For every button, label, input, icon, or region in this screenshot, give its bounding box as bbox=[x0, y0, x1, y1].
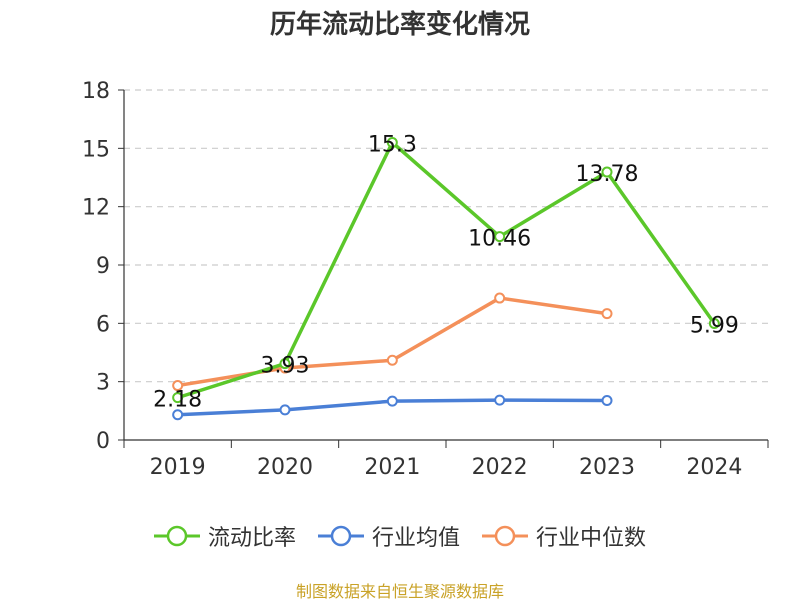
x-tick-label: 2021 bbox=[364, 455, 420, 480]
series-line bbox=[177, 140, 716, 400]
legend-label: 行业中位数 bbox=[536, 526, 647, 551]
data-label: 5.99 bbox=[690, 314, 739, 339]
source-note: 制图数据来自恒生聚源数据库 bbox=[295, 582, 504, 601]
data-label: 3.93 bbox=[261, 354, 310, 379]
data-label: 10.46 bbox=[468, 227, 531, 252]
y-tick-label: 12 bbox=[82, 196, 110, 221]
y-tick-label: 15 bbox=[82, 137, 110, 162]
y-tick-label: 3 bbox=[96, 371, 110, 396]
data-label: 15.3 bbox=[368, 133, 417, 158]
data-point bbox=[279, 404, 291, 416]
data-label: 2.18 bbox=[153, 388, 202, 413]
legend-label: 行业均值 bbox=[371, 526, 460, 551]
data-point bbox=[494, 292, 506, 304]
data-point bbox=[601, 395, 613, 407]
data-point bbox=[279, 358, 291, 370]
x-tick-label: 2019 bbox=[150, 455, 206, 480]
data-point bbox=[708, 318, 720, 330]
x-tick-label: 2022 bbox=[472, 455, 528, 480]
data-point bbox=[601, 166, 613, 178]
legend-swatch bbox=[317, 525, 364, 547]
legend-label: 流动比率 bbox=[207, 526, 296, 551]
data-point bbox=[386, 395, 398, 407]
series-line bbox=[177, 296, 608, 388]
y-tick-label: 18 bbox=[82, 79, 110, 104]
legend-swatch bbox=[153, 525, 200, 547]
legend-item: 流动比率 bbox=[153, 520, 296, 552]
x-tick-label: 2024 bbox=[686, 455, 742, 480]
data-label: 13.78 bbox=[576, 162, 639, 187]
chart-title: 历年流动比率变化情况 bbox=[269, 10, 530, 40]
data-point bbox=[494, 394, 506, 406]
x-tick-label: 2020 bbox=[257, 455, 313, 480]
y-tick-label: 0 bbox=[96, 429, 110, 454]
data-point bbox=[386, 354, 398, 366]
data-point bbox=[601, 308, 613, 320]
data-point bbox=[386, 137, 398, 148]
data-point bbox=[172, 409, 184, 421]
legend: 流动比率 行业均值 行业中位数 bbox=[0, 520, 800, 552]
legend-item: 行业中位数 bbox=[482, 520, 646, 552]
legend-item: 行业均值 bbox=[317, 520, 460, 552]
y-tick-label: 9 bbox=[96, 254, 110, 279]
y-tick-label: 6 bbox=[96, 312, 110, 337]
x-tick-label: 2023 bbox=[579, 455, 635, 480]
data-point bbox=[172, 392, 184, 404]
data-point bbox=[172, 380, 184, 392]
data-point bbox=[494, 231, 506, 243]
legend-swatch bbox=[482, 525, 528, 547]
